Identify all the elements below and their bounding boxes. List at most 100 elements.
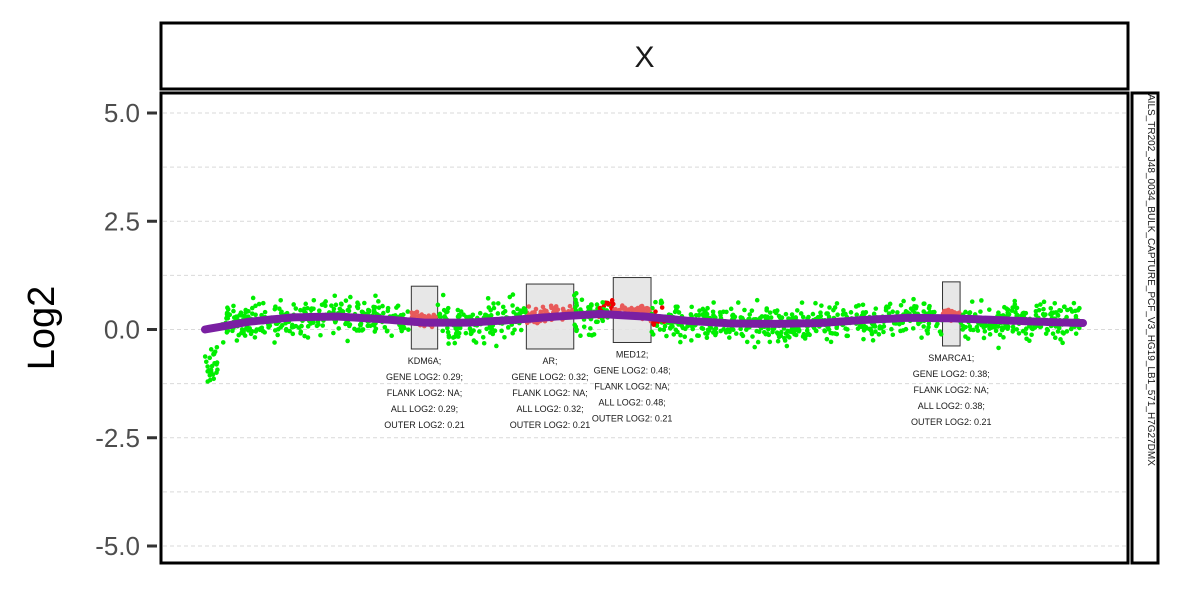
gene-annotation-line: SMARCA1; <box>928 353 974 363</box>
data-point <box>208 347 214 352</box>
data-point <box>775 331 781 337</box>
data-point <box>331 330 336 336</box>
data-point <box>996 345 1001 351</box>
data-point <box>512 327 517 333</box>
data-point <box>405 309 411 314</box>
data-point <box>502 334 507 340</box>
data-point <box>589 302 594 307</box>
data-point <box>675 329 680 335</box>
data-point <box>389 333 394 339</box>
data-point <box>205 364 210 369</box>
data-point <box>782 335 787 341</box>
data-point <box>685 324 690 329</box>
data-point <box>1010 329 1016 334</box>
data-point <box>336 326 342 331</box>
data-point <box>1065 307 1070 313</box>
data-point <box>806 314 811 320</box>
data-point <box>224 315 229 321</box>
data-point <box>693 312 699 318</box>
gene-annotation-layer: KDM6A; GENE LOG2: 0.29; FLANK LOG2: NA; ALL… <box>384 349 991 429</box>
data-point <box>1056 325 1062 331</box>
data-point <box>207 355 213 361</box>
data-point <box>966 310 972 316</box>
data-point <box>256 301 262 307</box>
data-point <box>974 324 980 330</box>
data-point <box>445 325 450 331</box>
data-point <box>752 344 758 350</box>
data-point <box>1010 305 1015 310</box>
data-point <box>435 302 441 308</box>
data-point <box>600 300 605 305</box>
data-point <box>671 332 677 337</box>
data-point <box>332 293 338 299</box>
data-point <box>299 323 304 329</box>
data-point <box>441 307 447 313</box>
data-point <box>409 310 414 315</box>
gene-annotation-line: AR; <box>543 356 558 366</box>
data-point <box>1010 324 1016 330</box>
sample-strip <box>1130 91 1160 565</box>
data-point <box>278 297 283 303</box>
data-point <box>824 336 830 342</box>
data-point <box>250 311 255 316</box>
data-point <box>727 329 732 335</box>
data-point <box>1073 313 1079 319</box>
data-point <box>710 309 716 315</box>
data-point <box>653 309 658 314</box>
data-point <box>996 310 1001 315</box>
data-point <box>338 301 344 307</box>
data-point <box>895 310 900 315</box>
data-point <box>911 296 916 302</box>
data-point <box>963 334 968 339</box>
data-point <box>872 324 878 329</box>
data-point <box>316 322 321 327</box>
data-point <box>455 307 461 313</box>
data-point <box>356 302 361 307</box>
data-point <box>679 323 685 329</box>
data-point <box>440 328 446 334</box>
data-point <box>711 314 717 320</box>
sample-label: AILS_TR202_J48_0034_BULK_CAPTURE_PCF_V3_… <box>1145 94 1156 466</box>
data-point <box>827 305 832 310</box>
data-point <box>500 304 506 310</box>
data-point <box>649 329 655 335</box>
data-point <box>1064 314 1069 320</box>
data-point <box>464 314 469 320</box>
data-point <box>1004 306 1009 311</box>
gene-annotation-line: FLANK LOG2: NA; <box>387 388 463 398</box>
data-point <box>740 333 746 339</box>
data-point <box>983 323 989 329</box>
data-point <box>770 329 775 335</box>
data-point <box>1023 326 1029 332</box>
data-point <box>840 312 846 317</box>
data-point <box>371 307 377 313</box>
data-point <box>913 306 919 311</box>
data-point <box>1058 308 1064 314</box>
data-point <box>346 323 352 329</box>
data-point <box>695 333 700 338</box>
data-point <box>515 306 520 312</box>
data-point <box>481 340 487 346</box>
data-point <box>926 305 932 311</box>
data-point <box>205 369 210 374</box>
data-point <box>385 308 391 314</box>
data-point <box>711 300 716 305</box>
data-point <box>705 305 710 311</box>
data-point <box>987 332 993 337</box>
data-point <box>735 300 741 305</box>
data-point <box>689 304 694 310</box>
data-point <box>376 305 382 310</box>
data-point <box>453 326 459 331</box>
data-point <box>279 309 284 315</box>
data-point <box>919 335 924 340</box>
data-point <box>437 311 443 317</box>
data-point <box>298 307 303 313</box>
data-point <box>267 323 273 328</box>
data-point <box>708 325 714 330</box>
data-point <box>723 330 729 335</box>
data-point <box>818 310 823 315</box>
data-point <box>207 373 213 378</box>
data-point <box>787 335 792 340</box>
data-point <box>674 308 679 313</box>
data-point <box>767 310 773 315</box>
